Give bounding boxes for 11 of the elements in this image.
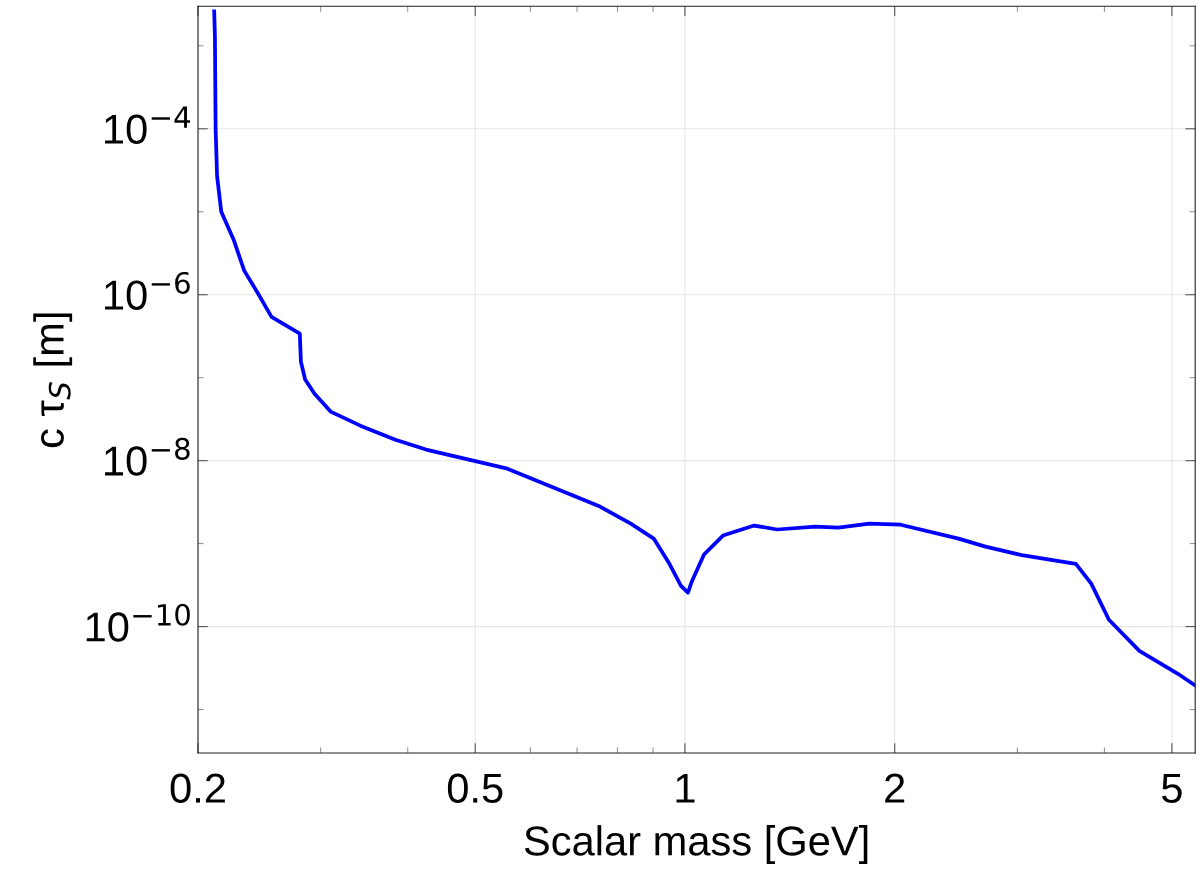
x-tick-label: 0.2 <box>170 773 225 803</box>
x-tick-label: 2 <box>885 773 905 803</box>
x-tick-label: 5 <box>1162 773 1182 803</box>
x-tick-label: 1 <box>676 773 695 803</box>
y-tick-label: 10$^{−8}$ <box>105 437 190 476</box>
y-tick-label: 10$^{−6}$ <box>105 271 190 310</box>
x-axis-title: Scalar mass [GeV] <box>524 825 868 864</box>
y-tick-label: 10$^{−4}$ <box>105 106 190 145</box>
x-tick-label: 0.5 <box>447 773 503 803</box>
y-axis-title: c τ$_{S}$ [m] <box>33 313 73 448</box>
y-tick-label: 10$^{−10}$ <box>86 603 190 642</box>
